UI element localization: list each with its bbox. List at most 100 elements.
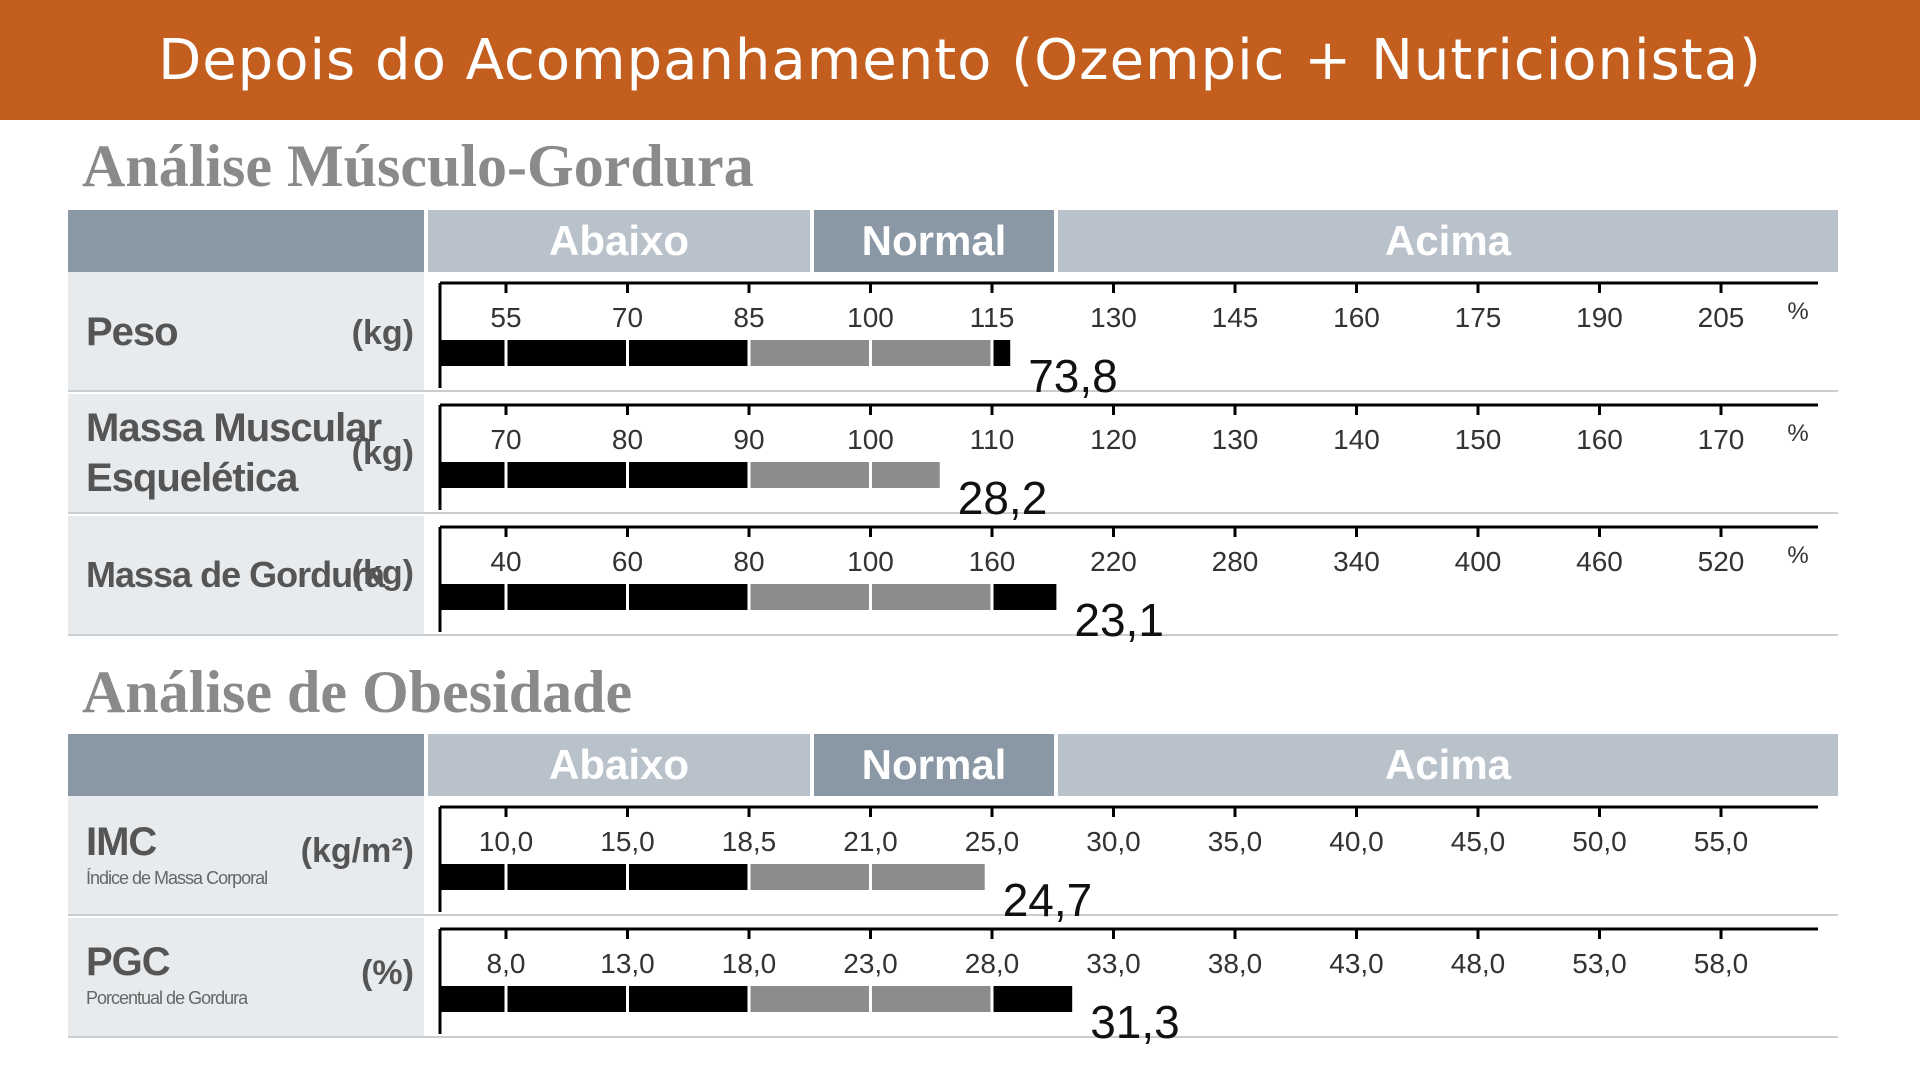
bar-segment-normal bbox=[749, 864, 985, 890]
tick-label: 28,0 bbox=[965, 948, 1020, 979]
tick-label: 190 bbox=[1576, 302, 1623, 333]
row-unit: (kg/m²) bbox=[300, 832, 414, 870]
band-normal: Normal bbox=[814, 210, 1054, 272]
bar-segment-below bbox=[440, 864, 749, 890]
scale-unit-label: % bbox=[1787, 542, 1808, 569]
tick-label: 100 bbox=[847, 424, 894, 455]
row-unit: (%) bbox=[361, 954, 414, 992]
tick-label: 85 bbox=[733, 302, 764, 333]
bar-segment-normal bbox=[749, 462, 940, 488]
value-label: 73,8 bbox=[1028, 350, 1118, 402]
tick-label: 18,0 bbox=[722, 948, 777, 979]
tick-label: 340 bbox=[1333, 546, 1380, 577]
banner-title: Depois do Acompanhamento (Ozempic + Nutr… bbox=[158, 27, 1762, 93]
band-below: Abaixo bbox=[428, 734, 810, 796]
tick-label: 55,0 bbox=[1694, 826, 1749, 857]
tick-label: 130 bbox=[1212, 424, 1259, 455]
tick-label: 130 bbox=[1090, 302, 1137, 333]
tick-label: 160 bbox=[969, 546, 1016, 577]
bar-segment-below bbox=[440, 340, 749, 366]
tick-label: 45,0 bbox=[1451, 826, 1506, 857]
row-label-imc: IMC Índice de Massa Corporal (kg/m²) bbox=[68, 796, 424, 914]
row-name-line1: Massa Muscular bbox=[86, 406, 382, 450]
tick-label: 30,0 bbox=[1086, 826, 1141, 857]
scale-unit-label: % bbox=[1787, 420, 1808, 447]
row-separator bbox=[68, 914, 1838, 916]
page-banner: Depois do Acompanhamento (Ozempic + Nutr… bbox=[0, 0, 1920, 120]
tick-label: 205 bbox=[1698, 302, 1745, 333]
tick-label: 38,0 bbox=[1208, 948, 1263, 979]
tick-label: 53,0 bbox=[1572, 948, 1627, 979]
tick-label: 10,0 bbox=[479, 826, 534, 857]
tick-label: 175 bbox=[1455, 302, 1502, 333]
row-name: IMC bbox=[86, 820, 157, 864]
tick-label: 40,0 bbox=[1329, 826, 1384, 857]
tick-label: 460 bbox=[1576, 546, 1623, 577]
tick-label: 33,0 bbox=[1086, 948, 1141, 979]
tick-label: 21,0 bbox=[843, 826, 898, 857]
band-below: Abaixo bbox=[428, 210, 810, 272]
tick-label: 48,0 bbox=[1451, 948, 1506, 979]
bar-segment-above bbox=[992, 584, 1057, 610]
band-blank bbox=[68, 734, 424, 796]
row-separator bbox=[68, 512, 1838, 514]
tick-label: 100 bbox=[847, 302, 894, 333]
tick-label: 70 bbox=[490, 424, 521, 455]
tick-label: 55 bbox=[490, 302, 521, 333]
tick-label: 110 bbox=[970, 424, 1015, 455]
tick-label: 90 bbox=[733, 424, 764, 455]
value-label: 24,7 bbox=[1003, 874, 1093, 926]
band-header-obesity: Abaixo Normal Acima bbox=[68, 734, 1838, 796]
tick-label: 70 bbox=[612, 302, 643, 333]
row-name: PGC bbox=[86, 940, 171, 984]
tick-label: 80 bbox=[733, 546, 764, 577]
tick-label: 520 bbox=[1698, 546, 1745, 577]
band-above: Acima bbox=[1058, 210, 1838, 272]
row-label-fat: Massa de Gordura (kg) bbox=[68, 516, 424, 634]
tick-label: 400 bbox=[1455, 546, 1502, 577]
tick-label: 50,0 bbox=[1572, 826, 1627, 857]
tick-label: 25,0 bbox=[965, 826, 1020, 857]
tick-label: 150 bbox=[1455, 424, 1502, 455]
tick-label: 160 bbox=[1576, 424, 1623, 455]
tick-label: 100 bbox=[847, 546, 894, 577]
row-unit: (kg) bbox=[351, 434, 414, 472]
tick-label: 170 bbox=[1698, 424, 1745, 455]
value-label: 23,1 bbox=[1074, 594, 1164, 646]
row-separator bbox=[68, 634, 1838, 636]
tick-label: 220 bbox=[1090, 546, 1137, 577]
row-subtitle: Índice de Massa Corporal bbox=[86, 868, 268, 888]
row-label-pgc: PGC Porcentual de Gordura (%) bbox=[68, 918, 424, 1036]
scale-unit-label: % bbox=[1787, 298, 1808, 325]
tick-label: 115 bbox=[970, 302, 1015, 333]
tick-label: 120 bbox=[1090, 424, 1137, 455]
tick-label: 18,5 bbox=[722, 826, 777, 857]
tick-label: 280 bbox=[1212, 546, 1259, 577]
tick-label: 35,0 bbox=[1208, 826, 1263, 857]
tick-label: 160 bbox=[1333, 302, 1380, 333]
row-subtitle: Porcentual de Gordura bbox=[86, 988, 248, 1008]
tick-label: 23,0 bbox=[843, 948, 898, 979]
bar-segment-above bbox=[992, 986, 1073, 1012]
tick-label: 60 bbox=[612, 546, 643, 577]
band-normal: Normal bbox=[814, 734, 1054, 796]
tick-label: 8,0 bbox=[487, 948, 526, 979]
row-separator bbox=[68, 1036, 1838, 1038]
tick-label: 145 bbox=[1212, 302, 1259, 333]
tick-label: 15,0 bbox=[600, 826, 655, 857]
bar-segment-above bbox=[992, 340, 1011, 366]
row-label-peso: Peso (kg) bbox=[68, 272, 424, 390]
row-label-smm: Massa Muscular Esquelética (kg) bbox=[68, 394, 424, 512]
row-separator bbox=[68, 390, 1838, 392]
band-blank bbox=[68, 210, 424, 272]
section-title-muscle-fat: Análise Músculo-Gordura bbox=[82, 133, 754, 199]
tick-label: 58,0 bbox=[1694, 948, 1749, 979]
band-above: Acima bbox=[1058, 734, 1838, 796]
bar-segment-below bbox=[440, 584, 749, 610]
value-label: 31,3 bbox=[1090, 996, 1180, 1048]
row-name-line2: Esquelética bbox=[86, 456, 298, 500]
bar-segment-below bbox=[440, 462, 749, 488]
tick-label: 13,0 bbox=[600, 948, 655, 979]
bar-segment-below bbox=[440, 986, 749, 1012]
